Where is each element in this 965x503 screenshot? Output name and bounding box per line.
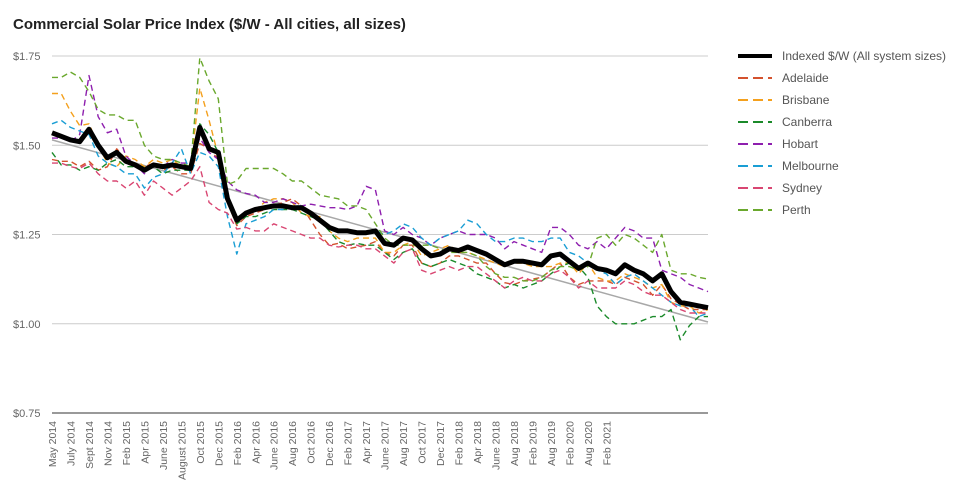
legend-label-adelaide: Adelaide [782, 71, 829, 85]
x-tick-label: Apr 2018 [472, 421, 484, 464]
x-tick-label: May 2014 [47, 421, 59, 467]
x-tick-label: Feb 2020 [564, 421, 576, 466]
y-tick-label: $1.75 [13, 51, 41, 63]
x-tick-label: June 2018 [490, 421, 502, 470]
x-tick-label: Aug 2019 [546, 421, 558, 466]
x-tick-label: Aug 2018 [509, 421, 521, 466]
y-tick-label: $1.00 [13, 319, 41, 331]
x-tick-label: Apr 2017 [361, 421, 373, 464]
x-tick-label: Dec 2016 [324, 421, 336, 466]
x-tick-label: Oct 2016 [306, 421, 318, 464]
x-tick-label: Oct 2015 [195, 421, 207, 464]
legend: Indexed $/W (All system sizes) Adelaide Br… [738, 49, 946, 217]
x-tick-label: Aug 2016 [287, 421, 299, 466]
x-tick-label: Aug 2020 [583, 421, 595, 466]
series-layer [51, 57, 709, 341]
x-tick-label: Nov 2014 [102, 421, 114, 466]
series-line-sydney [52, 162, 708, 314]
legend-label-canberra: Canberra [782, 115, 832, 129]
x-tick-label: Feb 2019 [527, 421, 539, 466]
x-tick-label: Aug 2017 [398, 421, 410, 466]
y-tick-label: $1.25 [13, 230, 41, 242]
x-tick-label: Oct 2017 [417, 421, 429, 464]
x-tick-label: Apr 2016 [250, 421, 262, 464]
x-tick-label: June 2017 [380, 421, 392, 470]
x-tick-label: Feb 2018 [454, 421, 466, 466]
series-line-brisbane [52, 87, 709, 314]
x-tick-label: June 2015 [158, 421, 170, 470]
legend-label-indexed-w-all-system-sizes: Indexed $/W (All system sizes) [782, 49, 946, 63]
legend-label-perth: Perth [782, 203, 811, 217]
legend-label-brisbane: Brisbane [782, 93, 830, 107]
x-tick-label: Dec 2015 [213, 421, 225, 466]
series-line-indexed-w-all-system-sizes [51, 124, 709, 311]
x-tick-label: Apr 2015 [139, 421, 151, 464]
y-tick-label: $0.75 [13, 408, 41, 420]
x-axis: May 2014 July 2014 Sept 2014 Nov 2014 Feb 20… [47, 421, 613, 480]
x-tick-label: Dec 2017 [435, 421, 447, 466]
y-axis: $0.75 $1.00 $1.25 $1.50 $1.75 [13, 51, 41, 420]
series-line-melbourne [51, 119, 709, 318]
x-tick-label: July 2014 [65, 421, 77, 466]
x-tick-label: Feb 2017 [343, 421, 355, 466]
x-tick-label: Sept 2014 [84, 421, 96, 469]
x-tick-label: Feb 2016 [232, 421, 244, 466]
series-line-hobart [52, 74, 709, 293]
x-tick-label: August 2015 [176, 421, 188, 480]
legend-label-sydney: Sydney [782, 181, 822, 195]
series-line-perth [52, 57, 709, 282]
legend-label-melbourne: Melbourne [782, 159, 839, 173]
y-tick-label: $1.50 [13, 140, 41, 152]
series-line-canberra [51, 123, 708, 341]
series-line-adelaide [51, 142, 708, 311]
x-tick-label: Feb 2021 [601, 421, 613, 466]
legend-label-hobart: Hobart [782, 137, 819, 151]
x-tick-label: Feb 2015 [121, 421, 133, 466]
x-tick-label: June 2016 [269, 421, 281, 470]
chart-title: Commercial Solar Price Index ($/W - All … [13, 16, 406, 33]
